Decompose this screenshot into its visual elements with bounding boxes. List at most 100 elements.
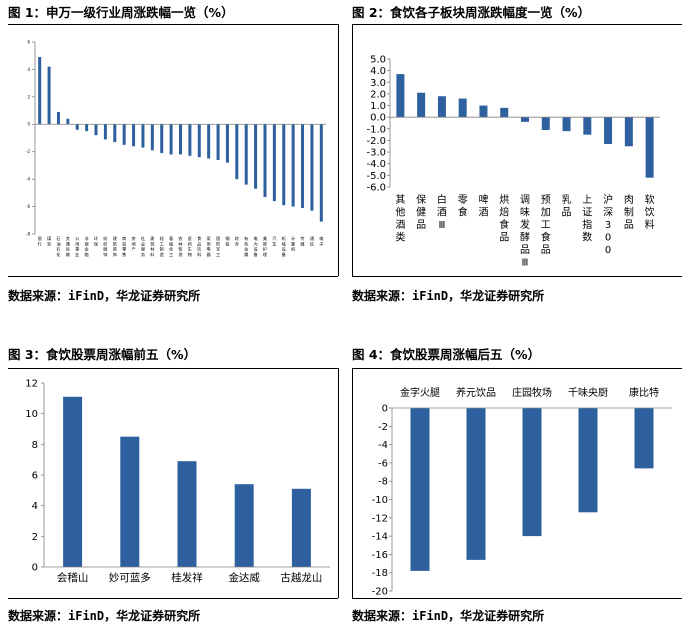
chart-3-bar <box>234 484 254 567</box>
chart-1-bar <box>282 124 286 206</box>
chart-1-y-tick-label: 4 <box>27 67 30 72</box>
chart-2-bar <box>624 117 633 147</box>
chart-3-bar <box>63 396 83 567</box>
chart-3-bar <box>177 461 197 567</box>
chart-3-y-tick-label: 8 <box>32 440 38 451</box>
chart-2-category-label: 肉制品 <box>624 193 634 231</box>
chart-2-category-label: 零食 <box>458 194 468 219</box>
chart-3-category-label: 妙可蓝多 <box>109 571 151 584</box>
figure-4-left-rule <box>352 368 353 598</box>
figure-3-top-rule <box>8 368 338 369</box>
chart-4-y-tick-label: -12 <box>372 513 388 524</box>
chart-4-y-tick-label: 0 <box>382 404 388 415</box>
chart-1-bar <box>235 124 239 180</box>
chart-1-bar <box>216 124 220 160</box>
figure-2-top-rule <box>352 24 682 25</box>
chart-2-category-label: 其他酒类 <box>395 194 405 244</box>
chart-1-category-label: 商贸零售 <box>122 235 127 258</box>
chart-1-bar <box>291 124 295 207</box>
chart-4-bar <box>578 408 598 513</box>
chart-2-bar <box>541 117 550 130</box>
chart-1-bar <box>160 124 164 154</box>
chart-4-category-label: 金字火腿 <box>400 386 440 399</box>
chart-1-bar <box>263 124 267 197</box>
chart-2-y-tick-label: 1.0 <box>370 101 386 112</box>
figure-1-top-rule <box>8 24 338 25</box>
chart-1-bar <box>225 124 229 163</box>
chart-1-bar <box>244 124 248 185</box>
chart-1-category-label: 轻工制造 <box>160 235 165 258</box>
chart-1-category-label: 机械设备 <box>282 235 287 258</box>
chart-2-category-label: 保健品 <box>416 193 426 231</box>
chart-1-bar <box>150 124 154 151</box>
chart-2-bar <box>583 117 592 135</box>
chart-1-bar <box>310 124 314 211</box>
chart-1-category-label: 环保 <box>94 236 99 247</box>
chart-4-category-label: 康比特 <box>629 386 659 399</box>
chart-1-category-label: 钢铁 <box>225 235 230 247</box>
chart-2-bar <box>500 107 509 118</box>
chart-1-y-tick-label: 0 <box>27 122 30 127</box>
chart-3-category-label: 古越龙山 <box>280 571 322 584</box>
chart-2-y-tick-label: -3.0 <box>366 148 386 159</box>
chart-4-category-label: 庄园牧场 <box>512 386 552 399</box>
chart-2-bar <box>437 96 446 118</box>
chart-2-y-tick-label: -5.0 <box>366 171 386 182</box>
chart-4-y-tick-label: -8 <box>378 477 388 488</box>
figure-1-title: 图 1：申万一级行业周涨跌幅一览（%） <box>8 5 234 20</box>
chart-1-y-tick-label: 6 <box>27 39 30 44</box>
chart-2-y-tick-label: 0.0 <box>370 113 386 124</box>
figure-1-source: 数据来源：iFinD，华龙证券研究所 <box>8 289 201 303</box>
chart-4-y-tick-label: -10 <box>372 495 388 506</box>
chart-1-category-label: 房地产 <box>131 235 136 253</box>
chart-1-y-tick-label: -6 <box>26 204 30 209</box>
chart-4-y-tick-label: -14 <box>372 532 388 543</box>
chart-3-y-tick-label: 12 <box>25 379 38 390</box>
chart-3-y-tick-label: 0 <box>32 563 38 574</box>
chart-3-y-tick-label: 10 <box>25 409 38 420</box>
figure-2-source: 数据来源：iFinD，华龙证券研究所 <box>352 289 545 303</box>
chart-2-y-tick-label: 4.0 <box>370 66 386 77</box>
chart-1-category-label: 国防军工 <box>216 236 220 257</box>
chart-4-y-tick-label: -20 <box>372 587 388 598</box>
chart-1-category-label: 公用事业 <box>75 236 80 257</box>
chart-1-category-label: 电力设备 <box>253 235 258 258</box>
chart-1-bar <box>188 124 192 156</box>
chart-1-y-tick-label: -4 <box>26 177 30 182</box>
chart-1-bar <box>122 124 126 145</box>
chart-2-category-label: 沪深 3 0 0 <box>603 193 613 256</box>
chart-2-bar <box>645 117 654 178</box>
chart-1-bar <box>56 111 60 125</box>
chart-1-bar <box>85 124 89 132</box>
chart-1-category-label: 石油石化 <box>56 236 61 258</box>
chart-2-category-label: 上证指数 <box>582 194 592 244</box>
chart-2-bar <box>479 105 488 118</box>
chart-1-y-tick-label: -8 <box>26 231 30 236</box>
chart-2-category-label: 预加工食品 <box>541 194 551 256</box>
chart-1-category-label: 交通运输 <box>66 235 71 258</box>
chart-2-bar <box>417 92 426 118</box>
chart-3-category-label: 会稽山 <box>57 571 89 584</box>
chart-4-y-tick-label: -4 <box>378 440 388 451</box>
chart-1-y-tick-label: 2 <box>27 94 30 99</box>
chart-4-y-tick-label: -2 <box>378 422 388 433</box>
chart-1-category-label: 家用电器 <box>207 235 212 258</box>
chart-2-y-tick-label: 3.0 <box>370 78 386 89</box>
chart-1-category-label: 农林牧渔 <box>178 235 183 258</box>
chart-2-category-label: 软饮料 <box>645 193 655 231</box>
chart-1-category-label: 非银金融 <box>85 235 90 258</box>
figure-4-source: 数据来源：iFinD，华龙证券研究所 <box>352 609 545 623</box>
chart-1-bar <box>319 124 323 222</box>
chart-2-category-label: 烘焙食品 <box>499 194 509 244</box>
figure-2-left-rule <box>352 24 353 276</box>
chart-1-category-label: 综合 <box>235 235 240 247</box>
chart-1-y-tick-label: -2 <box>26 149 30 154</box>
chart-4-bar <box>466 408 486 560</box>
chart-3-y-tick-label: 2 <box>32 532 38 543</box>
figure-3-right-rule <box>338 368 339 598</box>
chart-1-category-label: 基础化工 <box>169 235 174 257</box>
figure-3-source: 数据来源：iFinD，华龙证券研究所 <box>8 609 201 623</box>
chart-1-bar <box>301 124 305 208</box>
chart-1-category-label: 银行 <box>38 235 43 247</box>
